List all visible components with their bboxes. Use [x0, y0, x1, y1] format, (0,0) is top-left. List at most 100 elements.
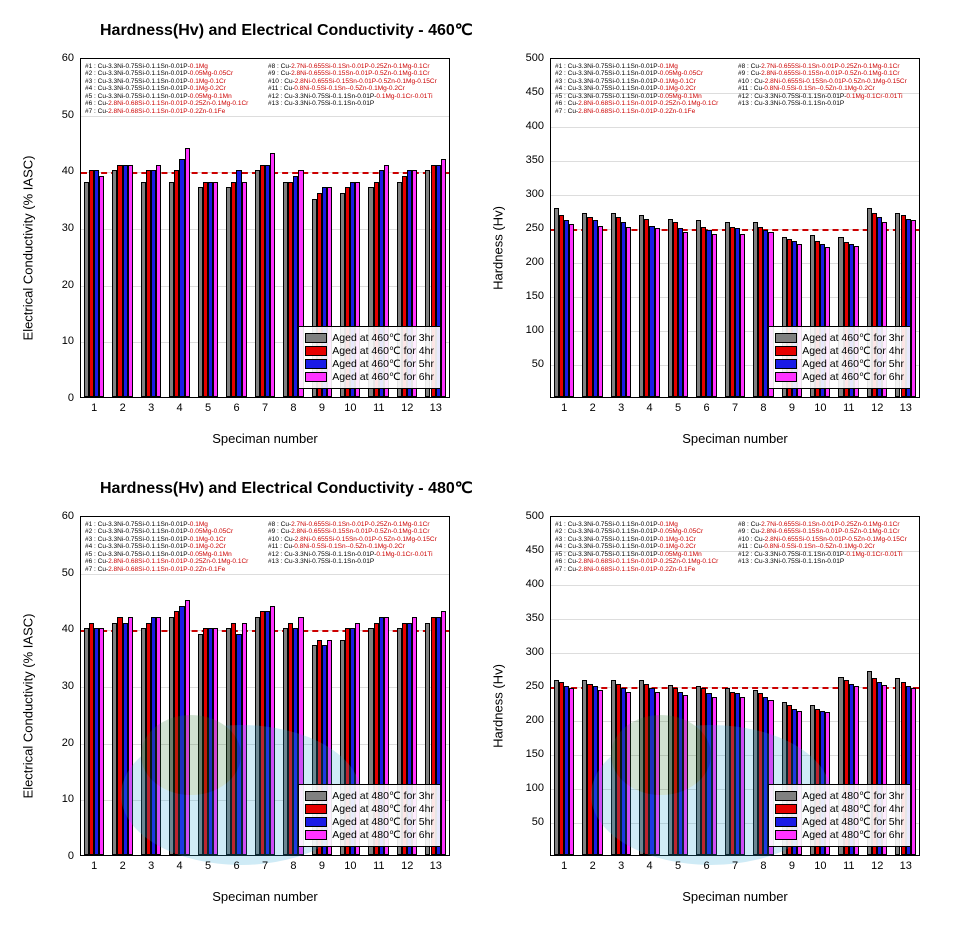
- bar-6hr: [185, 600, 190, 855]
- legend-item: Aged at 480℃ for 4hr: [775, 803, 904, 815]
- x-tick: 4: [170, 860, 190, 872]
- legend-item: Aged at 480℃ for 3hr: [775, 790, 904, 802]
- legend-swatch: [305, 791, 327, 801]
- legend-item: Aged at 460℃ for 6hr: [775, 371, 904, 383]
- legend-item: Aged at 480℃ for 5hr: [775, 816, 904, 828]
- bar-6hr: [156, 165, 161, 397]
- plot-area: #1 : Cu-3.3Ni-0.75Si-0.1.1Sn-0.01P-0.1Mg…: [550, 58, 920, 398]
- x-tick: 13: [896, 860, 916, 872]
- legend-item: Aged at 480℃ for 6hr: [305, 829, 434, 841]
- section-title: Hardness(Hv) and Electrical Conductivity…: [100, 478, 940, 498]
- y-tick: 500: [516, 52, 544, 64]
- x-tick: 12: [867, 860, 887, 872]
- y-tick: 300: [516, 646, 544, 658]
- y-tick: 400: [516, 578, 544, 590]
- y-axis-label: Hardness (Hv): [491, 664, 506, 748]
- legend-item: Aged at 480℃ for 3hr: [305, 790, 434, 802]
- bar-6hr: [185, 148, 190, 397]
- bar-6hr: [99, 628, 104, 855]
- legend-label: Aged at 460℃ for 6hr: [332, 371, 434, 383]
- x-tick: 2: [583, 860, 603, 872]
- legend-swatch: [305, 359, 327, 369]
- y-tick: 350: [516, 154, 544, 166]
- legend-swatch: [305, 346, 327, 356]
- x-tick: 12: [397, 402, 417, 414]
- bar-6hr: [270, 153, 275, 397]
- y-ticks: 50100150200250300350400450500: [520, 516, 548, 856]
- x-tick: 12: [397, 860, 417, 872]
- y-tick: 250: [516, 222, 544, 234]
- legend-swatch: [305, 372, 327, 382]
- x-tick: 1: [84, 860, 104, 872]
- x-tick: 8: [283, 402, 303, 414]
- x-tick: 9: [782, 860, 802, 872]
- legend-label: Aged at 460℃ for 4hr: [802, 345, 904, 357]
- x-tick: 1: [84, 402, 104, 414]
- x-tick: 2: [113, 402, 133, 414]
- x-tick: 3: [611, 402, 631, 414]
- y-tick: 200: [516, 256, 544, 268]
- legend-item: Aged at 460℃ for 5hr: [305, 358, 434, 370]
- x-ticks: 12345678910111213: [550, 402, 920, 418]
- legend-item: Aged at 460℃ for 6hr: [305, 371, 434, 383]
- x-tick: 10: [810, 402, 830, 414]
- bar-6hr: [626, 692, 631, 855]
- chart-row: Electrical Conductivity (% IASC)01020304…: [20, 48, 940, 448]
- y-tick: 350: [516, 612, 544, 624]
- legend-label: Aged at 480℃ for 5hr: [332, 816, 434, 828]
- y-tick: 30: [46, 680, 74, 692]
- bar-6hr: [128, 617, 133, 855]
- y-ticks: 0102030405060: [50, 516, 78, 856]
- x-tick: 5: [198, 860, 218, 872]
- bar-6hr: [569, 224, 574, 397]
- x-tick: 11: [839, 860, 859, 872]
- x-tick: 7: [725, 402, 745, 414]
- y-tick: 40: [46, 623, 74, 635]
- bar-6hr: [626, 227, 631, 397]
- x-tick: 5: [668, 402, 688, 414]
- y-tick: 300: [516, 188, 544, 200]
- x-ticks: 12345678910111213: [80, 402, 450, 418]
- x-tick: 9: [312, 860, 332, 872]
- y-tick: 50: [516, 358, 544, 370]
- y-tick: 450: [516, 544, 544, 556]
- y-tick: 50: [46, 567, 74, 579]
- legend-item: Aged at 460℃ for 4hr: [305, 345, 434, 357]
- x-tick: 1: [554, 402, 574, 414]
- x-tick: 6: [227, 402, 247, 414]
- y-tick: 200: [516, 714, 544, 726]
- x-tick: 10: [340, 860, 360, 872]
- bar-6hr: [242, 182, 247, 397]
- y-tick: 60: [46, 52, 74, 64]
- chart-ec460: Electrical Conductivity (% IASC)01020304…: [20, 48, 470, 448]
- bar-6hr: [598, 226, 603, 397]
- y-tick: 100: [516, 324, 544, 336]
- y-tick: 50: [46, 109, 74, 121]
- x-tick: 13: [426, 860, 446, 872]
- legend-label: Aged at 480℃ for 6hr: [332, 829, 434, 841]
- legend-label: Aged at 460℃ for 3hr: [332, 332, 434, 344]
- y-tick: 50: [516, 816, 544, 828]
- legend-item: Aged at 480℃ for 5hr: [305, 816, 434, 828]
- x-tick: 13: [426, 402, 446, 414]
- plot-area: #1 : Cu-3.3Ni-0.75Si-0.1.1Sn-0.01P-0.1Mg…: [550, 516, 920, 856]
- chart-section: Hardness(Hv) and Electrical Conductivity…: [20, 20, 940, 448]
- x-tick: 7: [255, 402, 275, 414]
- bar-6hr: [156, 617, 161, 855]
- legend: Aged at 480℃ for 3hrAged at 480℃ for 4hr…: [768, 784, 911, 847]
- legend-swatch: [775, 791, 797, 801]
- y-tick: 150: [516, 290, 544, 302]
- y-tick: 100: [516, 782, 544, 794]
- x-tick: 5: [198, 402, 218, 414]
- x-tick: 8: [283, 860, 303, 872]
- legend-item: Aged at 460℃ for 3hr: [305, 332, 434, 344]
- chart-ec480: Electrical Conductivity (% IASC)01020304…: [20, 506, 470, 906]
- plot-area: #1 : Cu-3.3Ni-0.75Si-0.1.1Sn-0.01P-0.1Mg…: [80, 58, 450, 398]
- x-tick: 5: [668, 860, 688, 872]
- legend-swatch: [775, 346, 797, 356]
- x-tick: 3: [141, 860, 161, 872]
- x-axis-label: Speciman number: [80, 889, 450, 904]
- bar-6hr: [99, 176, 104, 397]
- legend-label: Aged at 480℃ for 3hr: [332, 790, 434, 802]
- x-ticks: 12345678910111213: [80, 860, 450, 876]
